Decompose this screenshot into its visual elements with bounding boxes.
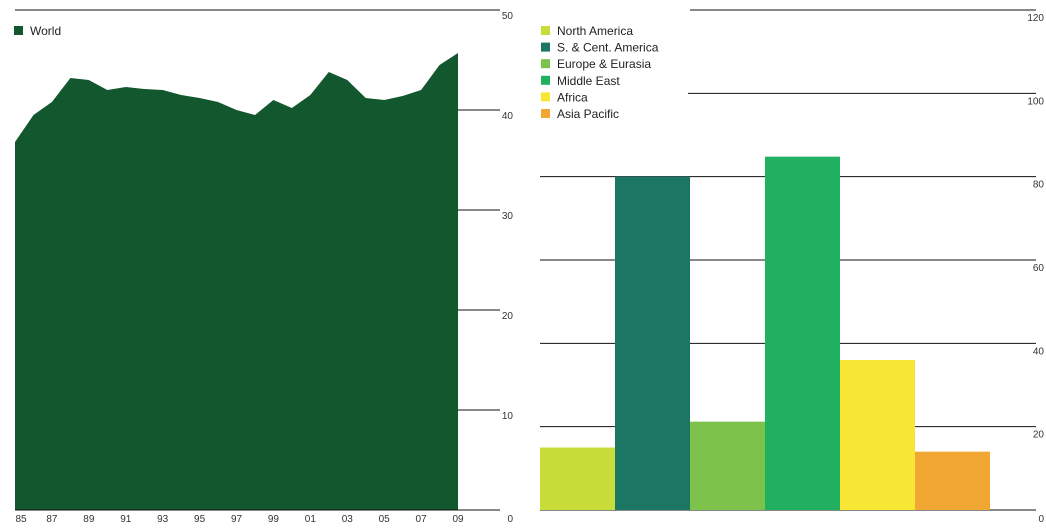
legend-swatch — [541, 109, 550, 118]
world-legend: World — [14, 24, 61, 38]
y-tick-label: 120 — [1027, 13, 1044, 24]
bar — [915, 451, 990, 510]
legend-swatch — [541, 92, 550, 102]
legend-label: Europe & Eurasia — [557, 57, 651, 71]
y-tick-label: 20 — [1033, 430, 1045, 441]
legend-label: Africa — [557, 90, 588, 104]
x-tick-label: 85 — [15, 514, 27, 525]
y-tick-label: 0 — [1038, 514, 1044, 525]
x-tick-label: 95 — [194, 514, 206, 525]
region-legend: North America S. & Cent. America Europe & … — [541, 24, 659, 121]
legend-label: Middle East — [557, 74, 620, 88]
y-tick-label: 50 — [502, 11, 514, 22]
x-tick-label: 07 — [416, 514, 428, 525]
bar — [540, 447, 615, 510]
legend-swatch — [541, 75, 550, 85]
x-tick-label: 99 — [268, 514, 280, 525]
x-tick-label: 89 — [83, 514, 95, 525]
legend-label: Asia Pacific — [557, 107, 619, 121]
x-tick-label: 87 — [46, 514, 58, 525]
legend-swatch — [541, 42, 550, 52]
y-tick-label: 60 — [1033, 263, 1045, 274]
y-tick-label: 40 — [1033, 346, 1045, 357]
y-tick-label: 100 — [1027, 96, 1044, 107]
y-tick-label: 20 — [502, 311, 514, 322]
x-tick-label: 91 — [120, 514, 132, 525]
world-area-series — [15, 53, 458, 510]
y-tick-label-zero: 0 — [507, 514, 513, 525]
legend-swatch — [14, 26, 23, 35]
legend-label: World — [30, 24, 61, 38]
legend-label: North America — [557, 24, 633, 38]
bar — [690, 421, 765, 510]
y-tick-label: 80 — [1033, 180, 1045, 191]
legend-swatch — [541, 59, 550, 69]
legend-label: S. & Cent. America — [557, 41, 659, 55]
y-tick-label: 30 — [502, 211, 514, 222]
bar — [765, 156, 840, 510]
y-tick-label: 10 — [502, 411, 514, 422]
legend-swatch — [541, 26, 550, 35]
bar — [840, 360, 915, 510]
x-tick-label: 09 — [452, 514, 464, 525]
x-tick-label: 05 — [379, 514, 391, 525]
x-tick-label: 01 — [305, 514, 317, 525]
regional-bar-chart: 0 20 40 60 80 100 120 North America S. & Cent. A… — [540, 9, 1045, 525]
x-tick-label: 93 — [157, 514, 169, 525]
x-tick-label: 03 — [342, 514, 354, 525]
bar — [615, 176, 690, 510]
world-area-chart: 10 20 30 40 50 0 85 87 89 91 93 95 97 99 01 03 05 07 09 Wor… — [14, 9, 514, 525]
x-tick-label: 97 — [231, 514, 243, 525]
y-tick-label: 40 — [502, 111, 514, 122]
